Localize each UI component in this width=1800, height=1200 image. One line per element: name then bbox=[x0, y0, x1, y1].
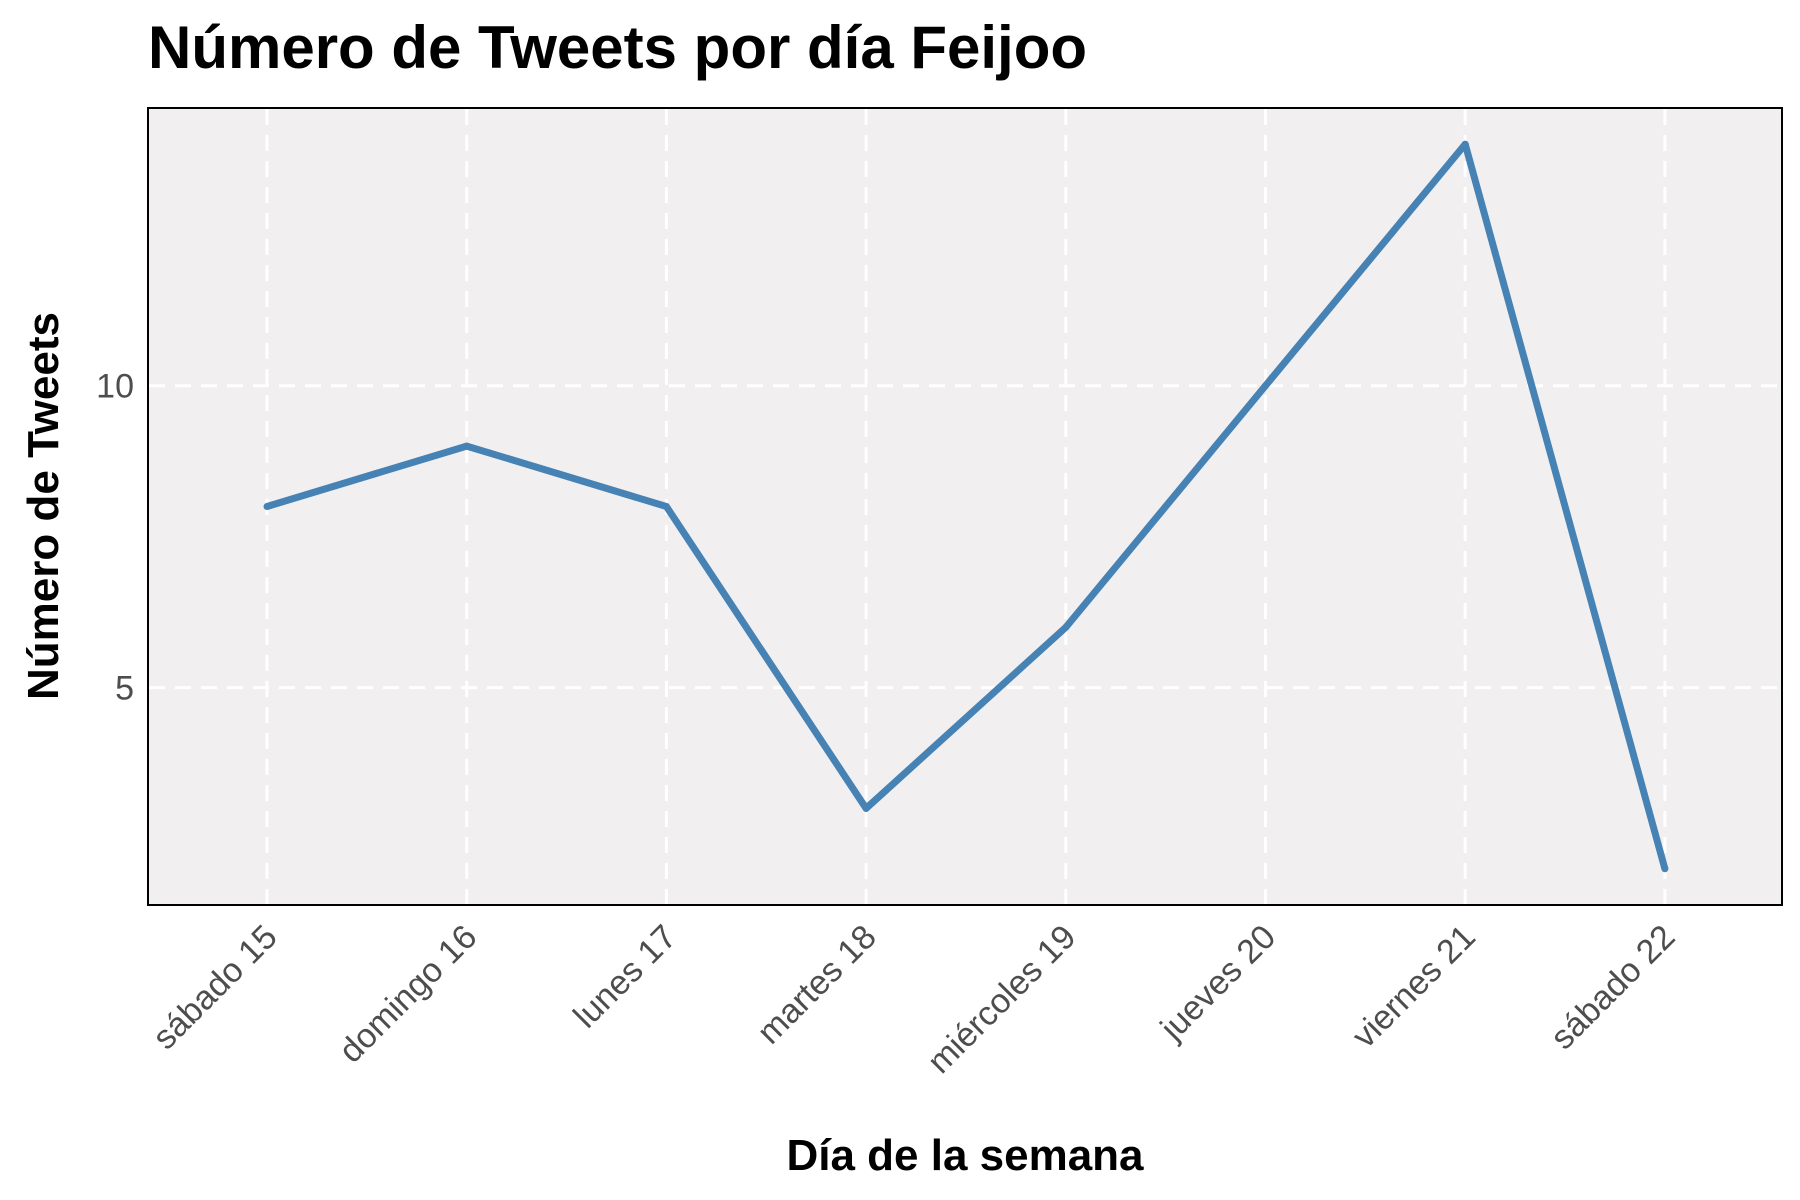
x-tick-label: sábado 22 bbox=[1543, 918, 1682, 1057]
x-tick-label: miércoles 19 bbox=[920, 918, 1083, 1081]
plot-panel bbox=[147, 107, 1783, 906]
x-tick-label: lunes 17 bbox=[566, 918, 684, 1036]
x-axis-title: Día de la semana bbox=[786, 1131, 1144, 1180]
data-point bbox=[463, 442, 471, 450]
data-point bbox=[1461, 140, 1469, 148]
y-tick-labels: 5 10 bbox=[96, 368, 134, 708]
x-tick-label: viernes 21 bbox=[1345, 918, 1483, 1056]
series-layer bbox=[263, 140, 1669, 873]
x-tick-label: jueves 20 bbox=[1153, 918, 1283, 1048]
data-point bbox=[1062, 623, 1070, 631]
y-tick-label: 5 bbox=[115, 670, 134, 708]
data-point bbox=[662, 503, 670, 510]
chart-title: Número de Tweets por día Feijoo bbox=[148, 14, 1087, 81]
data-point bbox=[1262, 382, 1269, 390]
y-axis-title: Número de Tweets bbox=[19, 312, 68, 700]
y-tick-label: 10 bbox=[96, 368, 134, 406]
x-tick-label: domingo 16 bbox=[332, 918, 485, 1071]
series-line bbox=[265, 140, 1669, 870]
x-tick-label: martes 18 bbox=[750, 918, 884, 1052]
data-point bbox=[862, 804, 870, 812]
data-point bbox=[1661, 865, 1669, 873]
x-tick-label: sábado 15 bbox=[145, 918, 284, 1057]
grid-lines bbox=[149, 109, 1781, 904]
data-point bbox=[263, 503, 271, 510]
x-tick-labels: sábado 15 domingo 16 lunes 17 martes 18 miér… bbox=[145, 918, 1682, 1081]
